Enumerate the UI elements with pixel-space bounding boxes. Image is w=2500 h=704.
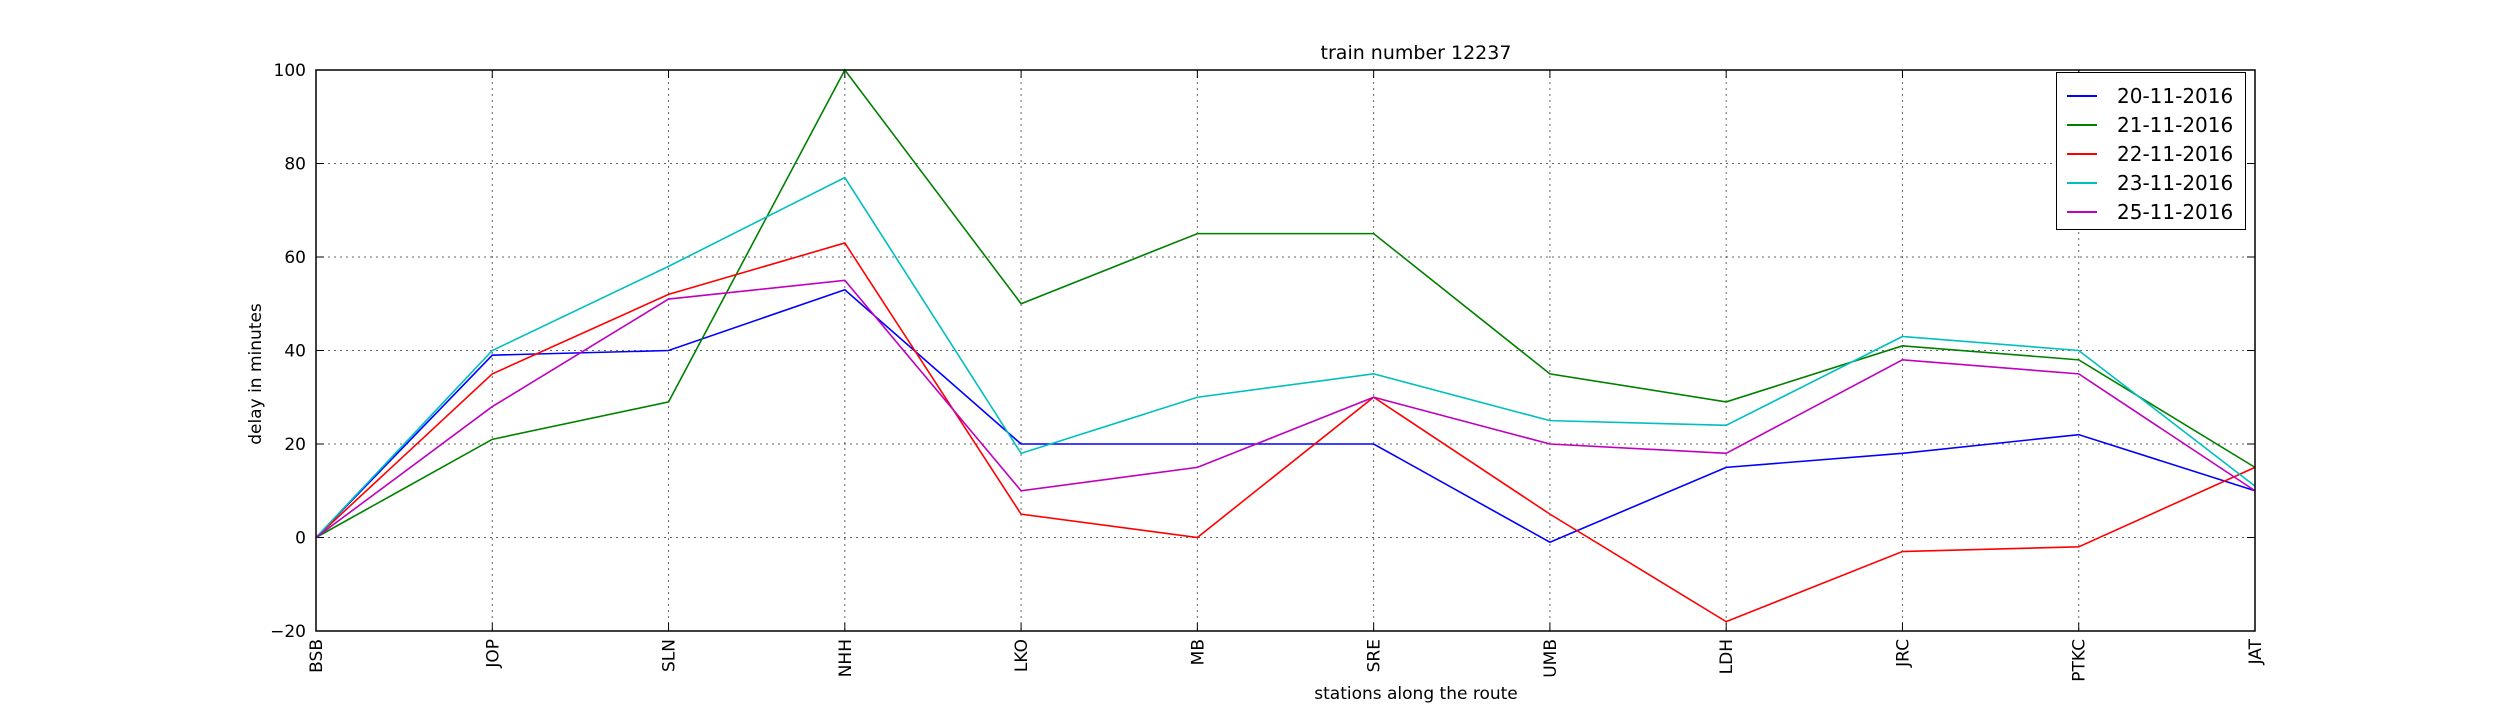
y-tick-label: 100 xyxy=(274,61,306,81)
legend-item: 23-11-2016 xyxy=(2057,168,2245,197)
y-tick-label: −20 xyxy=(270,622,306,642)
legend-item: 22-11-2016 xyxy=(2057,139,2245,168)
x-tick-label: JRC xyxy=(1893,639,1913,668)
legend-swatch xyxy=(2067,123,2097,126)
legend-label: 25-11-2016 xyxy=(2117,199,2234,224)
y-tick-label: 80 xyxy=(284,155,306,175)
legend-swatch xyxy=(2067,181,2097,184)
series-line-23-11-2016 xyxy=(315,176,2256,539)
x-tick-label: NHH xyxy=(836,639,856,677)
x-tick-label: MB xyxy=(1188,639,1208,665)
y-tick-label: 20 xyxy=(284,435,306,455)
x-tick-label: BSB xyxy=(307,639,327,673)
x-axis-label: stations along the route xyxy=(1314,684,1518,704)
x-tick-label: SLN xyxy=(660,639,680,672)
x-tick-label: UMB xyxy=(1541,639,1561,678)
legend-item: 25-11-2016 xyxy=(2057,197,2245,226)
series-line-25-11-2016 xyxy=(315,279,2256,539)
series-line-21-11-2016 xyxy=(315,68,2256,539)
legend-label: 21-11-2016 xyxy=(2117,112,2234,137)
y-tick-label: 60 xyxy=(284,248,306,268)
legend-item: 21-11-2016 xyxy=(2057,110,2245,139)
x-tick-label: SRE xyxy=(1365,639,1385,672)
x-tick-label: JAT xyxy=(2246,638,2266,665)
x-tick-label: JOP xyxy=(483,639,503,669)
series-line-22-11-2016 xyxy=(315,242,2256,623)
series-line-20-11-2016 xyxy=(315,288,2256,544)
legend-swatch xyxy=(2067,210,2097,213)
legend-label: 23-11-2016 xyxy=(2117,170,2234,195)
x-tick-label: LKO xyxy=(1012,639,1032,672)
plot-frame xyxy=(315,69,2256,632)
legend-swatch xyxy=(2067,94,2097,97)
x-tick-label: PTKC xyxy=(2070,639,2090,682)
chart-title: train number 12237 xyxy=(1320,42,1512,64)
legend: 20-11-2016 21-11-2016 22-11-2016 23-11-2016… xyxy=(2056,72,2246,230)
y-tick-label: 40 xyxy=(284,342,306,362)
y-tick-label: 0 xyxy=(295,529,306,549)
legend-item: 20-11-2016 xyxy=(2057,81,2245,110)
legend-swatch xyxy=(2067,152,2097,155)
x-tick-label: LDH xyxy=(1717,639,1737,674)
legend-label: 20-11-2016 xyxy=(2117,83,2234,108)
legend-label: 22-11-2016 xyxy=(2117,141,2234,166)
